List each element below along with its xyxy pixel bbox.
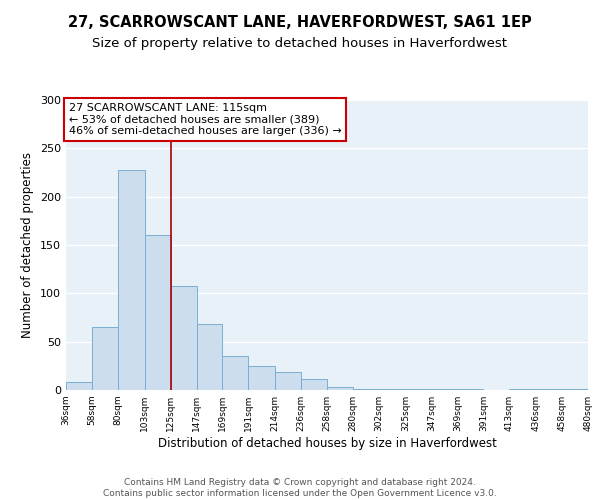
- Bar: [562, 389, 588, 390]
- Bar: [536, 389, 562, 390]
- Bar: [431, 389, 458, 390]
- Text: Size of property relative to detached houses in Haverfordwest: Size of property relative to detached ho…: [92, 38, 508, 51]
- Bar: [145, 236, 170, 390]
- Bar: [406, 389, 431, 390]
- Text: 27 SCARROWSCANT LANE: 115sqm
← 53% of detached houses are smaller (389)
46% of s: 27 SCARROWSCANT LANE: 115sqm ← 53% of de…: [68, 103, 341, 136]
- Bar: [248, 366, 275, 390]
- Bar: [197, 324, 223, 390]
- Bar: [66, 382, 92, 390]
- Text: 27, SCARROWSCANT LANE, HAVERFORDWEST, SA61 1EP: 27, SCARROWSCANT LANE, HAVERFORDWEST, SA…: [68, 15, 532, 30]
- Bar: [379, 389, 406, 390]
- Text: Contains HM Land Registry data © Crown copyright and database right 2024.
Contai: Contains HM Land Registry data © Crown c…: [103, 478, 497, 498]
- Y-axis label: Number of detached properties: Number of detached properties: [22, 152, 34, 338]
- Bar: [353, 389, 379, 390]
- Bar: [327, 387, 353, 390]
- Bar: [118, 170, 145, 390]
- Bar: [170, 286, 197, 390]
- Bar: [458, 389, 484, 390]
- Bar: [301, 380, 327, 390]
- Bar: [509, 389, 536, 390]
- Bar: [275, 372, 301, 390]
- X-axis label: Distribution of detached houses by size in Haverfordwest: Distribution of detached houses by size …: [158, 437, 496, 450]
- Bar: [92, 327, 118, 390]
- Bar: [223, 356, 248, 390]
